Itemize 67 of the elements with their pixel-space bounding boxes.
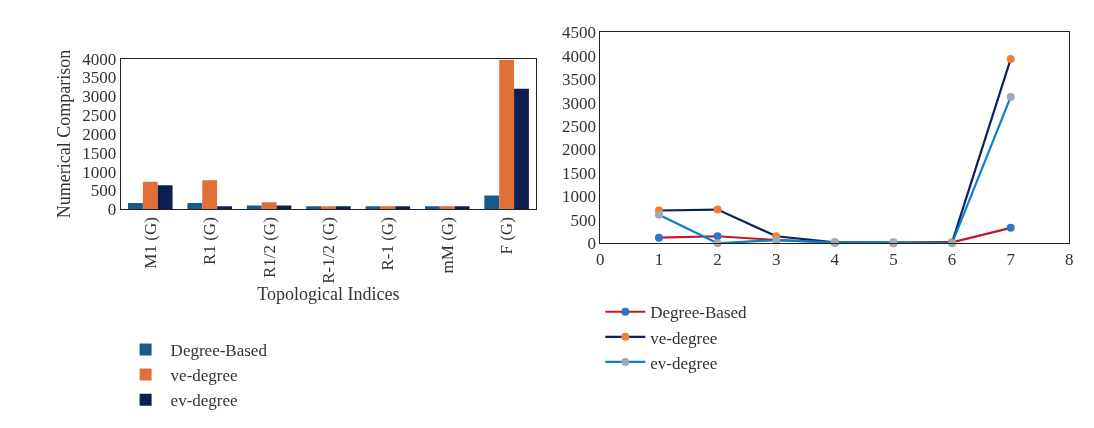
point	[1006, 92, 1015, 101]
x-tick-label: 4	[830, 249, 840, 269]
bar	[202, 180, 218, 210]
bar	[395, 206, 411, 210]
legend-label: Degree-Based	[650, 303, 748, 323]
y-tick-label: 3000	[561, 93, 596, 113]
legend-label: ev-degree	[650, 353, 718, 373]
y-tick-label: 1500	[82, 143, 117, 163]
x-tick-label: 2	[713, 249, 722, 269]
bar	[128, 202, 143, 210]
x-tick-label: 8	[1065, 249, 1074, 269]
x-tick-label: 5	[889, 249, 898, 269]
point	[1006, 54, 1015, 63]
y-tick-label: 2500	[561, 116, 596, 136]
x-tick-label: 6	[947, 249, 957, 269]
point	[713, 232, 722, 241]
x-axis-title: Topological Indices	[257, 283, 400, 304]
y-tick-label: 4000	[82, 49, 117, 69]
y-tick-label: 2500	[82, 106, 117, 126]
y-tick-label: 2000	[82, 124, 117, 144]
y-tick-label: 0	[107, 200, 117, 220]
y-tick-label: 3000	[82, 87, 117, 107]
x-tick-label: R-1 (G)	[378, 217, 398, 271]
x-tick-label: F (G)	[497, 217, 517, 255]
bar	[499, 59, 515, 210]
bar	[365, 206, 381, 210]
legend-label: Degree-Based	[170, 341, 268, 361]
y-tick-label: 2000	[561, 140, 596, 160]
x-tick-label: 3	[771, 249, 781, 269]
legend-label: ve-degree	[650, 328, 718, 348]
y-tick-label: 500	[570, 210, 596, 230]
point	[1006, 223, 1015, 232]
y-tick-label: 1500	[561, 163, 596, 183]
y-tick-label: 1000	[561, 187, 596, 207]
y-tick-label: 4000	[561, 46, 596, 66]
bar	[217, 206, 232, 210]
y-tick-label: 3500	[561, 70, 596, 90]
bar	[454, 206, 470, 210]
x-tick-label: R1/2 (G)	[259, 217, 279, 279]
y-tick-label: 1000	[82, 162, 117, 182]
bar	[439, 206, 455, 210]
bar	[335, 206, 351, 210]
x-tick-label: R-1/2 (G)	[318, 217, 338, 284]
x-tick-label: mM (G)	[437, 217, 457, 274]
legend-label: ve-degree	[170, 366, 238, 386]
bar	[424, 206, 440, 210]
bar	[157, 185, 173, 210]
bar	[484, 195, 500, 210]
point	[654, 233, 663, 242]
bar	[261, 202, 277, 210]
bar	[306, 206, 322, 210]
bar	[514, 88, 529, 210]
bar	[142, 181, 158, 210]
y-tick-label: 3500	[82, 68, 117, 88]
x-tick-label: R1 (G)	[200, 217, 220, 265]
bar	[321, 206, 336, 210]
x-tick-label: M1 (G)	[140, 217, 160, 269]
point	[654, 210, 663, 219]
point	[713, 205, 722, 214]
bar	[187, 202, 203, 210]
y-axis-title: Numerical Comparison	[54, 49, 75, 219]
legend-label: ev-degree	[170, 391, 238, 411]
y-tick-label: 4500	[561, 23, 596, 43]
x-tick-label: 7	[1006, 249, 1016, 269]
x-tick-label: 1	[654, 249, 664, 269]
y-tick-label: 500	[90, 181, 117, 201]
bar	[380, 206, 396, 210]
